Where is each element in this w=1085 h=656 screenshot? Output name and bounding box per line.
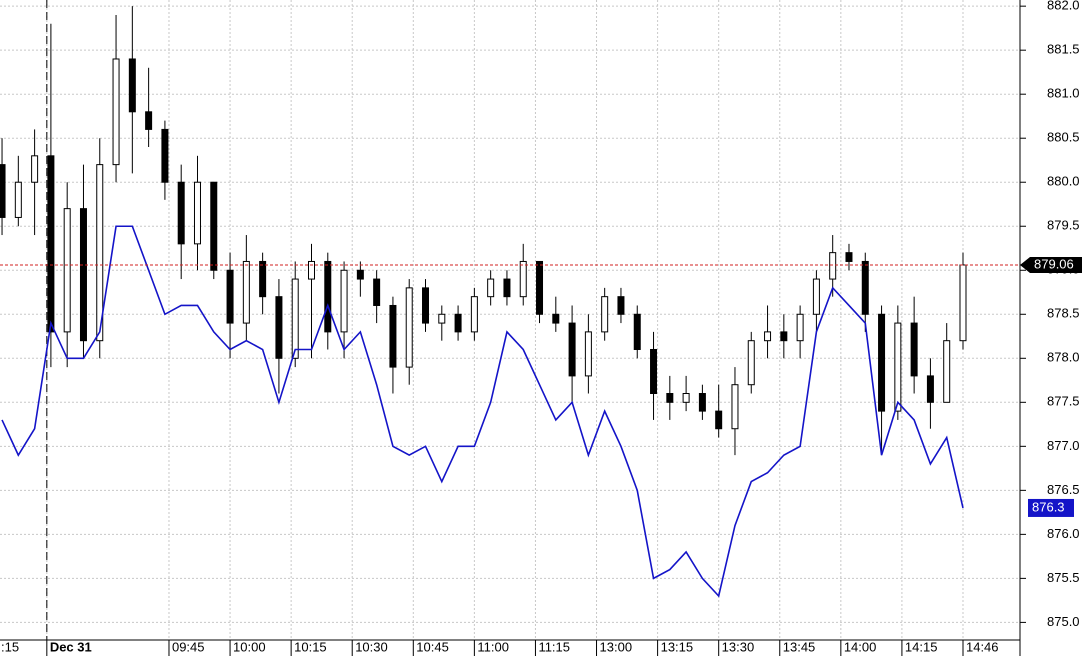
candle-body — [584, 331, 592, 377]
x-tick-label: :15 — [1, 639, 19, 654]
candle-body — [829, 252, 837, 280]
candle-body — [552, 313, 560, 324]
candle-body — [438, 313, 446, 324]
x-tick-label: 13:45 — [783, 639, 816, 654]
y-tick-label: 875.0 — [1047, 614, 1080, 629]
candle-body — [617, 296, 625, 315]
last-line-label: 876.3 — [1032, 499, 1065, 514]
y-tick-label: 880.0 — [1047, 174, 1080, 189]
candle-body — [926, 375, 934, 403]
y-tick-label: 881.5 — [1047, 42, 1080, 57]
candle-body — [894, 322, 902, 412]
candle-body — [568, 322, 576, 377]
y-tick-label: 882.0 — [1047, 0, 1080, 13]
candle-body — [650, 348, 658, 395]
candle-body — [14, 181, 22, 218]
candle-body — [878, 313, 886, 412]
candle-body — [63, 208, 71, 333]
candle-body — [389, 304, 397, 368]
candle-body — [698, 393, 706, 412]
candle-body — [910, 322, 918, 377]
y-tick-label: 878.0 — [1047, 350, 1080, 365]
candle-body — [47, 155, 55, 333]
candle-body — [601, 296, 609, 333]
candle-body — [307, 260, 315, 280]
last-price-label: 879.06 — [1034, 256, 1074, 271]
candle-body — [780, 331, 788, 342]
candle-body — [0, 164, 6, 218]
candle-body — [259, 260, 267, 298]
candle-body — [210, 181, 218, 271]
candle-body — [324, 260, 332, 333]
candle-body — [861, 260, 869, 315]
candle-body — [161, 128, 169, 183]
y-tick-label: 876.5 — [1047, 482, 1080, 497]
candle-body — [959, 264, 967, 342]
x-tick-label: 10:30 — [355, 639, 388, 654]
candle-body — [242, 260, 250, 324]
x-tick-label: 14:15 — [905, 639, 938, 654]
y-tick-label: 879.5 — [1047, 218, 1080, 233]
candle-body — [536, 260, 544, 315]
y-tick-label: 876.0 — [1047, 526, 1080, 541]
x-tick-label: 11:15 — [538, 639, 570, 654]
candle-body — [731, 384, 739, 430]
candle-body — [747, 340, 755, 386]
y-tick-label: 878.5 — [1047, 306, 1080, 321]
candle-body — [796, 313, 804, 342]
last-price-tag — [1020, 256, 1082, 273]
candle-body — [666, 393, 674, 403]
candle-body — [682, 393, 690, 403]
y-tick-label: 875.5 — [1047, 570, 1080, 585]
candle-body — [291, 278, 299, 359]
candle-body — [470, 296, 478, 333]
candle-body — [845, 252, 853, 262]
x-tick-label: 11:00 — [477, 639, 509, 654]
candle-body — [128, 58, 136, 113]
x-tick-label: 10:15 — [294, 639, 327, 654]
candle-body — [405, 287, 413, 368]
x-tick-label: 10:45 — [416, 639, 449, 654]
candle-body — [812, 278, 820, 315]
y-tick-label: 881.0 — [1047, 86, 1080, 101]
candle-body — [633, 313, 641, 350]
y-tick-label: 877.0 — [1047, 438, 1080, 453]
candle-body — [145, 111, 153, 130]
candle-body — [79, 208, 87, 342]
x-tick-label: 14:46 — [966, 639, 999, 654]
candle-body — [487, 278, 495, 298]
candle-body — [226, 269, 234, 324]
candle-body — [112, 58, 120, 166]
x-tick-label: 09:45 — [172, 639, 205, 654]
candle-body — [943, 340, 951, 403]
x-tick-label: 13:30 — [722, 639, 755, 654]
x-tick-label: 14:00 — [844, 639, 877, 654]
candle-body — [340, 269, 348, 333]
price-line — [1, 225, 964, 598]
y-tick-label: 877.5 — [1047, 394, 1080, 409]
x-tick-label: Dec 31 — [50, 639, 92, 654]
candle-body — [275, 296, 283, 359]
candle-body — [193, 181, 201, 245]
candle-body — [96, 164, 104, 342]
candle-body — [715, 410, 723, 430]
candle-body — [519, 260, 527, 298]
candle-body — [31, 155, 39, 183]
x-tick-label: 10:00 — [233, 639, 266, 654]
y-tick-label: 880.5 — [1047, 130, 1080, 145]
x-tick-label: 13:15 — [661, 639, 694, 654]
candle-body — [422, 287, 430, 324]
candle-body — [503, 278, 511, 298]
candle-body — [454, 313, 462, 333]
last-line-tag — [1028, 498, 1074, 517]
x-tick-label: 13:00 — [600, 639, 633, 654]
candle-body — [373, 278, 381, 306]
candle-body — [764, 331, 772, 342]
candle-body — [356, 269, 364, 280]
candle-body — [177, 181, 185, 245]
